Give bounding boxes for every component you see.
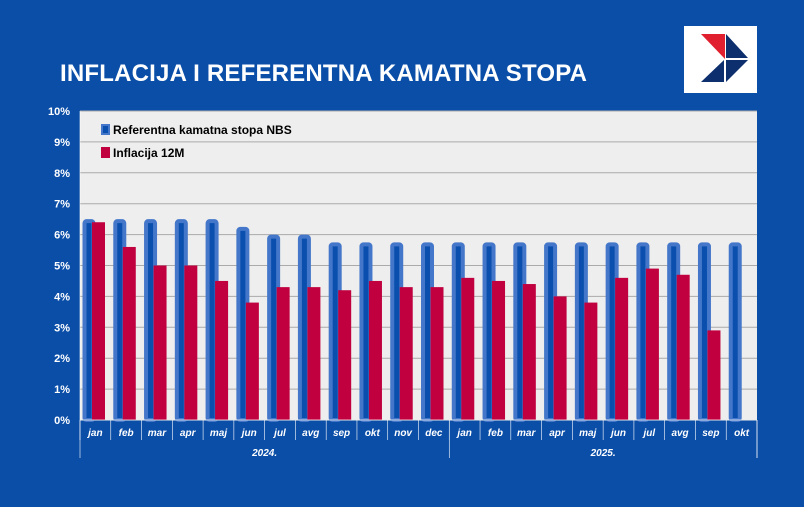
inflation-bar (276, 287, 290, 420)
legend-swatch-inflation (101, 147, 110, 158)
x-tick-label: jul (272, 428, 286, 439)
inflation-bar (399, 287, 413, 420)
y-tick-label: 7% (54, 199, 70, 211)
y-tick-label: 2% (54, 353, 70, 365)
x-tick-label: mar (517, 428, 536, 439)
inflation-bar (461, 277, 475, 420)
y-tick-label: 4% (54, 291, 70, 303)
y-tick-label: 6% (54, 230, 70, 242)
x-tick-label: jan (455, 428, 471, 439)
legend-label-inflation: Inflacija 12M (113, 146, 184, 160)
y-tick-label: 9% (54, 137, 70, 149)
y-tick-label: 8% (54, 168, 70, 180)
inflation-bar (584, 302, 598, 420)
inflation-bar (184, 265, 198, 420)
inflation-bar (707, 330, 721, 420)
x-tick-label: jun (609, 428, 626, 439)
legend-swatch-rate (101, 124, 110, 135)
legend-label-rate: Referentna kamatna stopa NBS (113, 123, 292, 137)
x-tick-label: apr (180, 428, 197, 439)
inflation-bar (645, 268, 659, 420)
inflation-bar (92, 222, 105, 420)
x-tick-label: dec (425, 428, 443, 439)
inflation-bar (122, 246, 136, 420)
x-tick-label: jun (240, 428, 257, 439)
x-tick-label: feb (119, 428, 134, 439)
inflation-bar (430, 287, 444, 420)
page-title: INFLACIJA I REFERENTNA KAMATNA STOPA (60, 60, 588, 87)
rate-bar (728, 242, 742, 422)
logo (684, 26, 757, 93)
inflation-bar (307, 287, 321, 420)
inflation-bar (153, 265, 167, 420)
x-tick-label: maj (210, 428, 227, 439)
x-tick-label: okt (734, 428, 750, 439)
x-tick-label: feb (488, 428, 503, 439)
x-tick-label: okt (365, 428, 381, 439)
inflation-bar (368, 280, 382, 420)
inflation-bar (676, 274, 690, 420)
x-tick-label: nov (394, 428, 413, 439)
inflation-bar (338, 290, 352, 420)
y-tick-label: 10% (48, 106, 70, 118)
x-tick-label: sep (333, 428, 350, 439)
x-tick-label: apr (549, 428, 566, 439)
x-tick-label: jul (641, 428, 655, 439)
y-tick-label: 1% (54, 384, 70, 396)
x-group-label: 2025. (590, 448, 616, 459)
y-tick-label: 0% (54, 415, 70, 427)
inflation-bar (215, 280, 229, 420)
inflation-bar (615, 277, 629, 420)
y-tick-label: 5% (54, 261, 70, 273)
x-tick-label: maj (579, 428, 596, 439)
x-tick-label: mar (148, 428, 167, 439)
x-tick-label: sep (702, 428, 719, 439)
x-tick-label: avg (302, 428, 319, 439)
logo-icon (701, 34, 748, 82)
inflation-bar (492, 280, 506, 420)
x-group-label: 2024. (251, 448, 277, 459)
x-tick-label: jan (86, 428, 102, 439)
y-tick-label: 3% (54, 322, 70, 334)
x-tick-label: avg (671, 428, 688, 439)
inflation-bar (553, 296, 567, 420)
inflation-bar (522, 284, 536, 420)
inflation-bar (245, 302, 259, 420)
